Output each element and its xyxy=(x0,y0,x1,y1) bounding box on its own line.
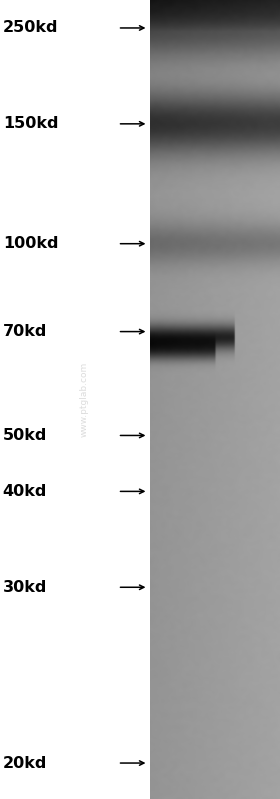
Text: 50kd: 50kd xyxy=(3,428,47,443)
Text: www.ptglab.com: www.ptglab.com xyxy=(80,362,88,437)
Text: 150kd: 150kd xyxy=(3,117,58,131)
Text: 30kd: 30kd xyxy=(3,580,47,594)
Text: 20kd: 20kd xyxy=(3,756,47,770)
Text: 40kd: 40kd xyxy=(3,484,47,499)
Text: 250kd: 250kd xyxy=(3,21,58,35)
Text: 100kd: 100kd xyxy=(3,237,58,251)
Text: 70kd: 70kd xyxy=(3,324,47,339)
